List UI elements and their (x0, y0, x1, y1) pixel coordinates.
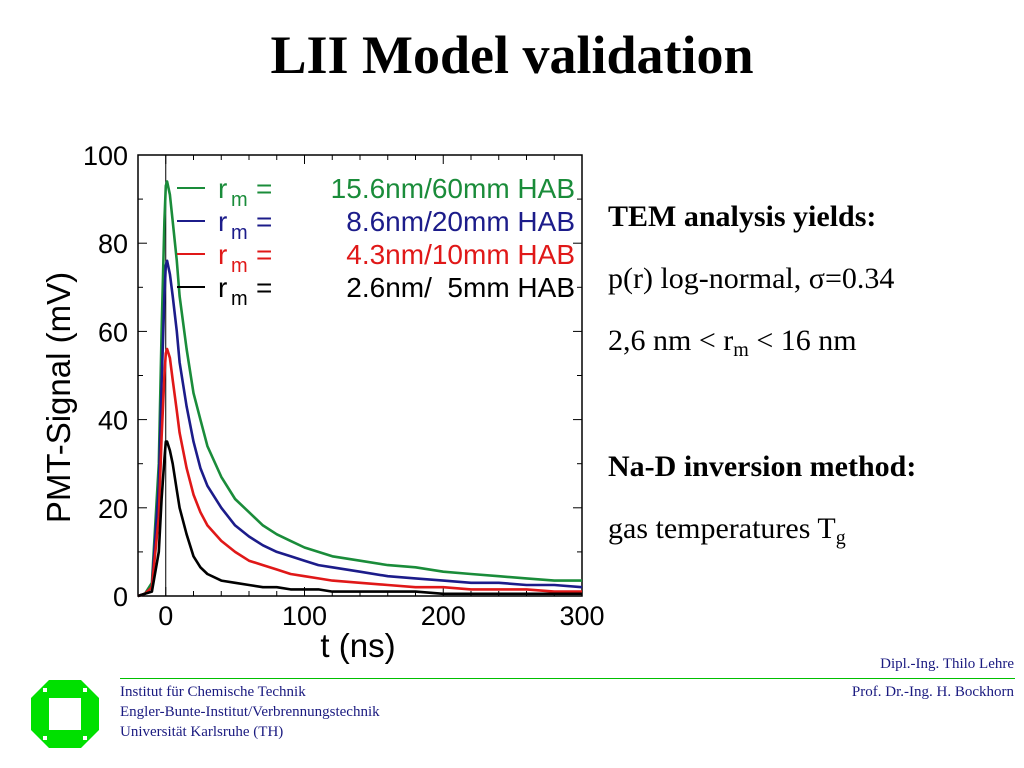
legend-symbol-1: r (218, 173, 227, 204)
legend-subscript-1: m (231, 189, 248, 211)
legend-subscript-4: m (231, 288, 248, 310)
legend-equals-3: = (256, 239, 272, 270)
legend-symbol-2: r (218, 206, 227, 237)
tem-distribution-text: p(r) log-normal, σ=0.34 (608, 262, 895, 295)
institute-line-3: Universität Karlsruhe (TH) (120, 724, 284, 740)
legend-label-1: 15.6nm/60mm HAB (331, 173, 575, 204)
footer-divider (120, 678, 1015, 679)
series-line-2 (137, 259, 583, 598)
x-tick-label: 300 (559, 601, 604, 631)
tem-range-text: 2,6 nm < rm < 16 nm (608, 324, 857, 361)
y-tick-label: 20 (98, 494, 128, 524)
university-logo-icon (31, 680, 99, 748)
tem-heading: TEM analysis yields: (608, 200, 877, 233)
y-tick-label: 80 (98, 229, 128, 259)
y-tick-label: 0 (113, 582, 128, 612)
legend-symbol-4: r (218, 272, 227, 303)
series-line-4 (137, 440, 582, 598)
x-tick-label: 200 (421, 601, 466, 631)
author-lehre: Dipl.-Ing. Thilo Lehre (880, 656, 1014, 672)
gas-temperature-text: gas temperatures Tg (608, 512, 846, 549)
y-tick-label: 60 (98, 317, 128, 347)
legend-subscript-3: m (231, 255, 248, 277)
legend-equals-2: = (256, 206, 272, 237)
y-tick-label: 100 (83, 141, 128, 171)
x-axis-label: t (ns) (320, 627, 395, 664)
legend-label-4: 2.6nm/ 5mm HAB (346, 272, 575, 303)
legend-symbol-3: r (218, 239, 227, 270)
x-tick-label: 100 (282, 601, 327, 631)
nad-heading: Na-D inversion method: (608, 450, 917, 483)
legend-equals-4: = (256, 272, 272, 303)
legend-label-3: 4.3nm/10mm HAB (346, 239, 575, 270)
institute-line-2: Engler-Bunte-Institut/Verbrennungstechni… (120, 704, 380, 720)
slide-title: LII Model validation (270, 25, 754, 85)
legend-subscript-2: m (231, 222, 248, 244)
y-tick-label: 40 (98, 406, 128, 436)
institute-line-1: Institut für Chemische Technik (120, 684, 306, 700)
legend-equals-1: = (256, 173, 272, 204)
x-tick-label: 0 (158, 601, 173, 631)
author-bockhorn: Prof. Dr.-Ing. H. Bockhorn (851, 684, 1014, 700)
series-line-1 (137, 180, 582, 598)
legend-label-2: 8.6nm/20mm HAB (346, 206, 575, 237)
series-line-3 (137, 347, 582, 598)
y-axis-label: PMT-Signal (mV) (40, 272, 77, 523)
